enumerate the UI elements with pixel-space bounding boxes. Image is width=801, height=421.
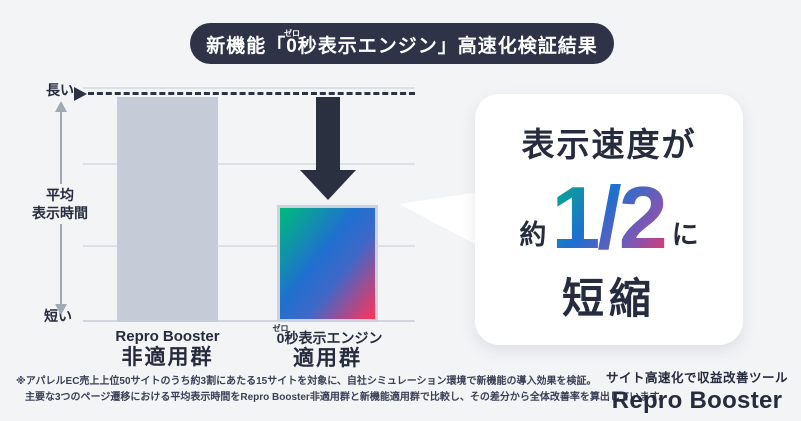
gridline [83, 245, 415, 247]
bar-label-zero: 0 [272, 330, 289, 346]
speech-bubble-content: 表示速度が 約 1/2 に 短縮 [475, 94, 743, 326]
banner-zero: 0 [284, 36, 300, 57]
bar-label-applied: 0ゼロ秒表示エンジン 適用群 [257, 324, 398, 371]
callout-approx: 約 [519, 220, 547, 250]
logo-tagline: サイト高速化で収益改善ツール [605, 371, 788, 385]
bar-label-zero-ruby: 0ゼロ [273, 324, 289, 346]
y-axis-bottom-label: 短い [44, 308, 72, 324]
gridline [83, 87, 415, 89]
bar-label-applied-en: 0ゼロ秒表示エンジン [257, 324, 398, 347]
callout-fraction-row: 約 1/2 に [475, 168, 743, 264]
banner-title-suffix: 秒表示エンジン」高速化検証結果 [297, 36, 598, 57]
reference-dashed-line [88, 92, 415, 95]
down-arrow-icon [300, 97, 356, 200]
x-axis-line [83, 320, 415, 322]
banner-title: 新機能「0ゼロ秒表示エンジン」高速化検証結果 [206, 29, 598, 58]
banner-title-prefix: 新機能「 [206, 36, 287, 57]
bar-label-applied-jp: 適用群 [293, 347, 362, 370]
y-axis-top-label: 長い [46, 82, 74, 98]
footnote: ※アパレルEC売上上位50サイトのうち約3割にあたる15サイトを対象に、自社シミ… [16, 374, 669, 406]
bar-label-applied-rest: 秒表示エンジン [284, 330, 383, 346]
dashed-line-triangle-icon [74, 87, 87, 101]
banner-zero-ruby: 0ゼロ [284, 29, 300, 57]
bar-label-not-applied: Repro Booster 非適用群 [97, 328, 238, 370]
speech-bubble [475, 94, 743, 345]
repro-booster-logo: Repro Booster [611, 387, 783, 414]
bar-label-not-applied-en: Repro Booster [115, 328, 220, 345]
bar-applied-gradient [277, 205, 378, 322]
callout-fraction: 1/2 [547, 172, 668, 264]
footnote-line1: ※アパレルEC売上上位50サイトのうち約3割にあたる15サイトを対象に、自社シミ… [16, 376, 597, 387]
y-axis-title: 平均 表示時間 [24, 184, 96, 224]
callout-line1: 表示速度が [521, 126, 697, 163]
bar-not-applied [117, 97, 218, 322]
bar-label-zero-furigana: ゼロ [272, 324, 289, 333]
speech-bubble-tail [399, 192, 479, 246]
bar-label-not-applied-jp: 非適用群 [121, 346, 214, 369]
footer-logo-block: サイト高速化で収益改善ツール Repro Booster [606, 367, 788, 415]
gridline [83, 163, 415, 165]
y-axis-title-line1: 平均 [46, 187, 74, 203]
footnote-line2: 主要な3つのページ遷移における平均表示時間をRepro Booster非適用群と… [25, 392, 669, 403]
callout-ni: に [671, 220, 699, 250]
callout-line3: 短縮 [561, 275, 656, 322]
y-axis-title-line2: 表示時間 [32, 205, 88, 221]
title-banner: 新機能「0ゼロ秒表示エンジン」高速化検証結果 [190, 23, 614, 64]
banner-zero-furigana: ゼロ [284, 29, 300, 38]
